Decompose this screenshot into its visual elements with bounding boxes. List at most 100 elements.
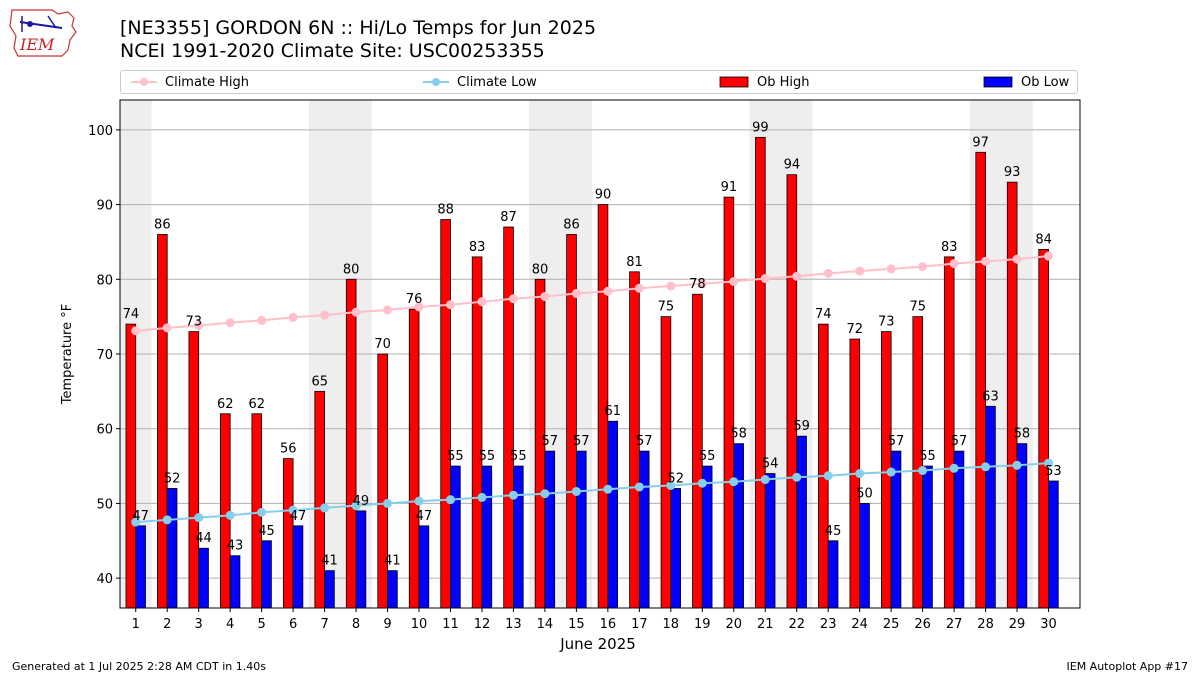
x-tick-label: 26 [914, 617, 931, 632]
x-tick-label: 6 [289, 617, 297, 632]
climate-low-point [666, 480, 676, 490]
chart-subtitle: NCEI 1991-2020 Climate Site: USC00253355 [120, 40, 545, 62]
iem-logo: IEM [9, 9, 77, 57]
ob-low-bar [670, 488, 681, 609]
climate-low-point [383, 498, 393, 508]
climate-low-point [697, 478, 707, 488]
y-tick-label: 90 [96, 199, 113, 214]
climate-low-point [1044, 458, 1054, 468]
x-tick-label: 4 [226, 617, 234, 632]
ob-high-label: 83 [941, 240, 958, 255]
x-axis-label: June 2025 [559, 635, 636, 653]
climate-low-point [540, 489, 550, 499]
ob-high-bar [503, 226, 514, 609]
climate-high-point [131, 326, 141, 336]
climate-high-point [823, 268, 833, 278]
x-tick-label: 7 [320, 617, 328, 632]
ob-high-label: 78 [689, 277, 706, 292]
ob-low-label: 58 [730, 427, 747, 442]
y-tick-label: 40 [96, 572, 113, 587]
legend-label: Ob High [757, 74, 810, 90]
ob-low-label: 57 [888, 434, 905, 449]
ob-high-bar [220, 413, 231, 609]
ob-high-bar [1006, 181, 1018, 609]
ob-high-bar [943, 256, 955, 609]
climate-high-point [194, 321, 204, 331]
climate-low-point [351, 501, 361, 511]
ob-low-label: 55 [919, 449, 936, 464]
ob-low-bar [324, 570, 335, 609]
ob-high-label: 73 [186, 315, 203, 330]
climate-low-point [131, 517, 141, 527]
ob-low-label: 57 [573, 434, 590, 449]
climate-low-point [603, 484, 613, 494]
ob-high-label: 86 [563, 217, 580, 232]
climate-high-line [135, 255, 1049, 332]
ob-high-label: 62 [248, 397, 265, 412]
ob-high-bar [188, 331, 200, 609]
x-tick-label: 5 [257, 617, 265, 632]
climate-low-point [508, 490, 518, 500]
ob-low-label: 55 [510, 449, 527, 464]
climate-low-point [194, 513, 204, 523]
ob-low-label: 41 [384, 554, 401, 569]
ob-high-label: 80 [343, 262, 360, 277]
climate-high-point [383, 305, 393, 315]
ob-low-label: 57 [542, 434, 559, 449]
ob-high-bar [818, 323, 829, 609]
x-tick-label: 30 [1040, 617, 1057, 632]
climate-low-point [760, 475, 770, 485]
climate-high-point [414, 302, 424, 312]
ob-low-bar [166, 488, 178, 609]
ob-high-label: 88 [437, 203, 454, 218]
ob-low-bar [859, 503, 870, 609]
ob-low-label: 53 [1045, 464, 1062, 479]
x-tick-label: 3 [195, 617, 203, 632]
x-tick-label: 16 [600, 617, 617, 632]
x-tick-label: 9 [383, 617, 391, 632]
climate-high-swatch [131, 78, 157, 86]
ob-high-label: 99 [752, 120, 769, 135]
ob-low-bar [292, 525, 304, 609]
x-tick-label: 15 [568, 617, 585, 632]
ob-low-bar [261, 540, 272, 609]
x-tick-label: 14 [537, 617, 554, 632]
ob-low-label: 55 [479, 449, 496, 464]
y-tick-label: 100 [88, 124, 113, 139]
y-tick-label: 60 [96, 423, 113, 438]
ob-low-label: 57 [951, 434, 968, 449]
ob-high-bar [1038, 249, 1049, 609]
climate-low-point [445, 495, 455, 505]
climate-low-point [634, 482, 644, 492]
ob-high-swatch [719, 76, 749, 88]
legend-climate-high: Climate High [131, 71, 249, 93]
ob-low-label: 47 [416, 509, 433, 524]
ob-low-bar [638, 450, 650, 609]
climate-low-point [886, 467, 896, 477]
x-tick-label: 11 [442, 617, 459, 632]
climate-high-point [760, 274, 770, 284]
ob-low-label: 52 [164, 471, 181, 486]
ob-high-bar [723, 196, 735, 609]
climate-high-point [508, 294, 518, 304]
x-tick-label: 13 [505, 617, 522, 632]
ob-high-label: 90 [595, 188, 612, 203]
climate-low-point [855, 469, 865, 479]
ob-low-label: 43 [227, 539, 244, 554]
ob-high-label: 76 [406, 292, 423, 307]
ob-low-bar [229, 555, 241, 609]
climate-high-point [603, 286, 613, 296]
ob-low-bar [607, 420, 619, 609]
ob-high-label: 80 [532, 262, 549, 277]
ob-high-bar [125, 323, 137, 609]
ob-low-bar [544, 450, 556, 609]
ob-low-label: 47 [132, 509, 149, 524]
ob-low-bar [355, 510, 367, 609]
climate-high-point [981, 256, 991, 266]
ob-low-bar [827, 540, 839, 609]
x-tick-label: 17 [631, 617, 648, 632]
x-tick-label: 21 [757, 617, 774, 632]
ob-high-label: 81 [626, 255, 643, 270]
ob-high-bar [345, 278, 357, 609]
climate-high-point [918, 262, 928, 272]
